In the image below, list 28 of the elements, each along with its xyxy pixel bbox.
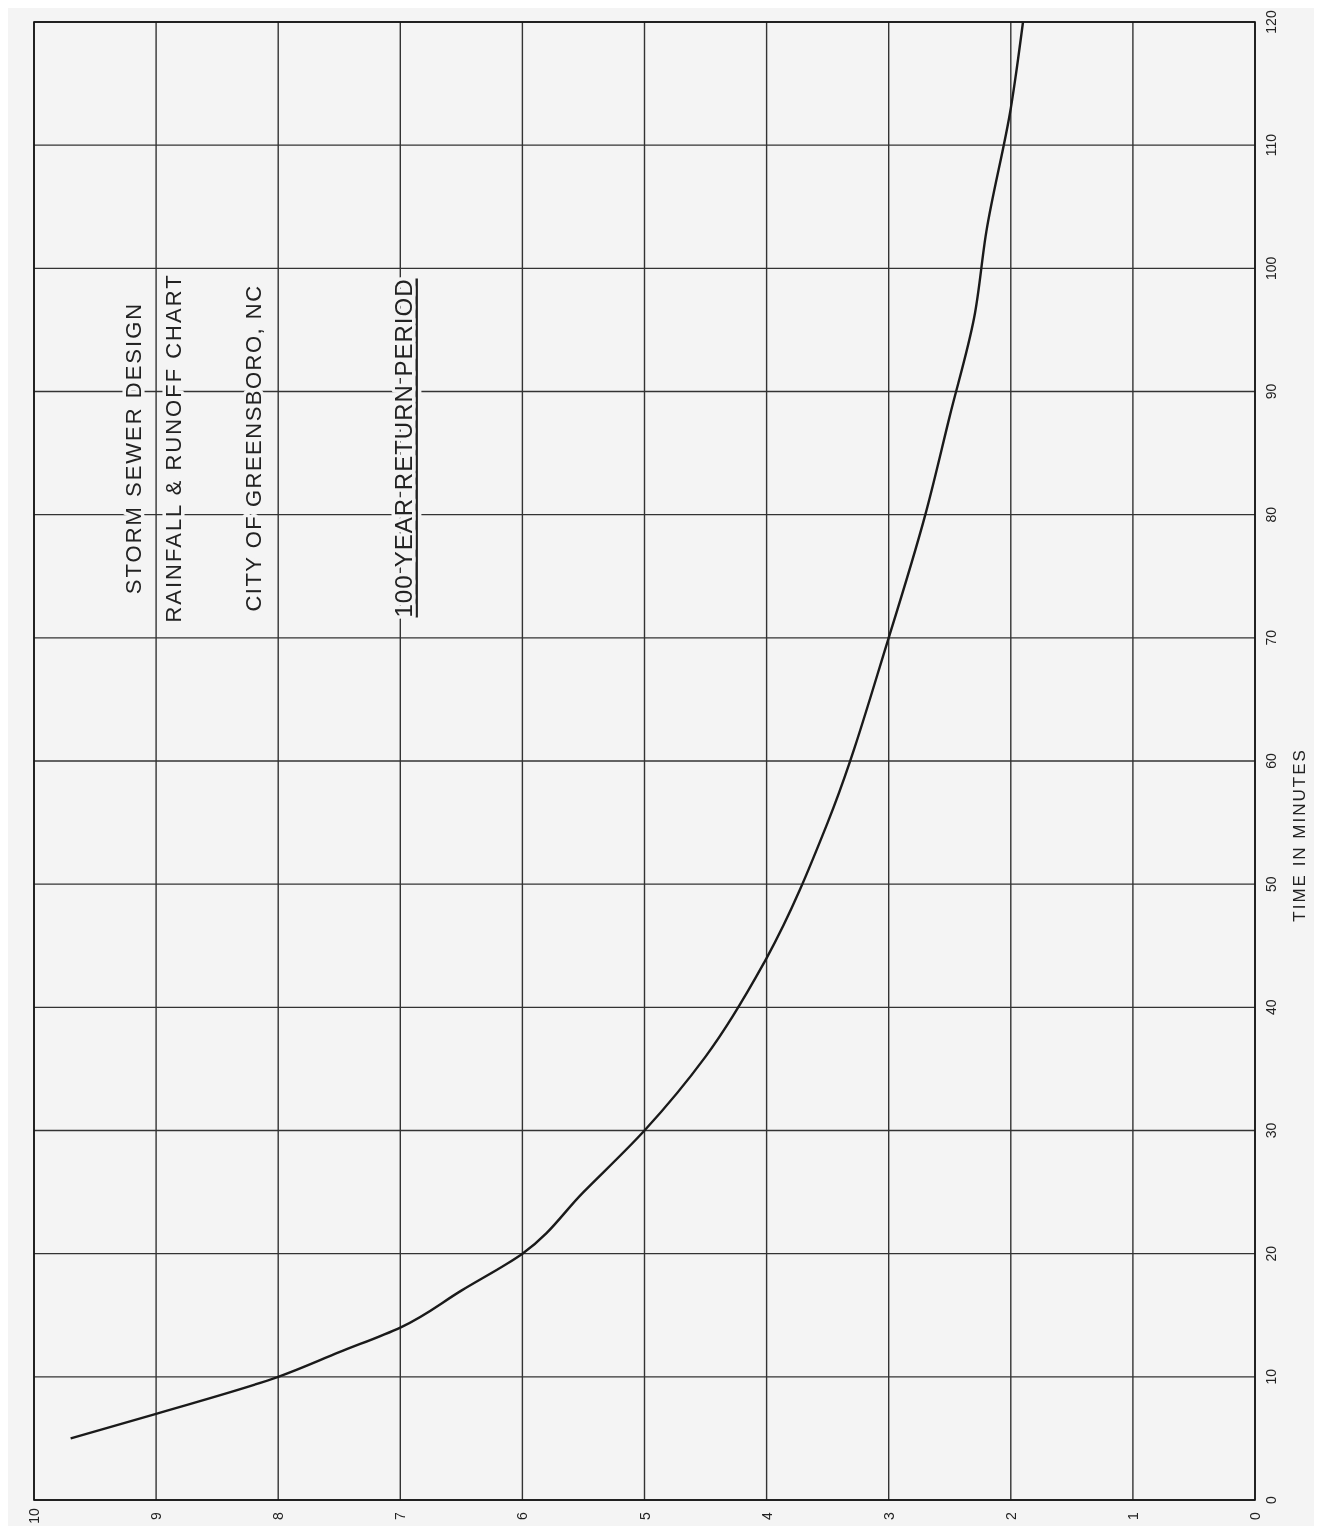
text: CITY OF GREENSBORO, NC — [240, 284, 266, 612]
x-tick-label: 8 — [270, 1511, 287, 1520]
y-tick-label: 110 — [1263, 133, 1279, 157]
y-tick-label: 90 — [1263, 383, 1279, 400]
y-tick-label: 120 — [1263, 10, 1279, 34]
x-tick-label: 6 — [514, 1511, 531, 1520]
y-tick-label: 40 — [1263, 999, 1279, 1016]
x-tick-label: 0 — [1247, 1511, 1263, 1520]
x-tick-label: 9 — [148, 1511, 165, 1520]
text: STORM SEWER DESIGN RAINFALL & RUNOFF CHART — [120, 273, 186, 623]
y-tick-label: 0 — [1263, 1495, 1279, 1504]
y-tick-label: 20 — [1263, 1245, 1279, 1262]
x-tick-label: 2 — [1002, 1511, 1019, 1520]
y-axis-title: TIME IN MINUTES — [1289, 748, 1309, 922]
x-tick-label: 7 — [392, 1511, 409, 1520]
x-tick-label: 3 — [880, 1511, 897, 1520]
y-tick-label: 30 — [1263, 1122, 1279, 1139]
y-tick-label: 100 — [1263, 256, 1279, 281]
annotation: 100 YEAR RETURN PERIOD — [389, 278, 417, 618]
y-tick-label: 60 — [1263, 753, 1279, 769]
x-tick-label: 10 — [26, 1508, 42, 1524]
y-tick-label: 80 — [1263, 506, 1279, 523]
y-tick-label: 10 — [1263, 1368, 1279, 1385]
y-tick-label: 70 — [1263, 629, 1279, 646]
y-tick-label: 50 — [1263, 876, 1279, 892]
x-tick-label: 5 — [636, 1511, 653, 1520]
x-tick-label: 4 — [758, 1511, 775, 1520]
x-tick-label: 1 — [1124, 1511, 1141, 1520]
